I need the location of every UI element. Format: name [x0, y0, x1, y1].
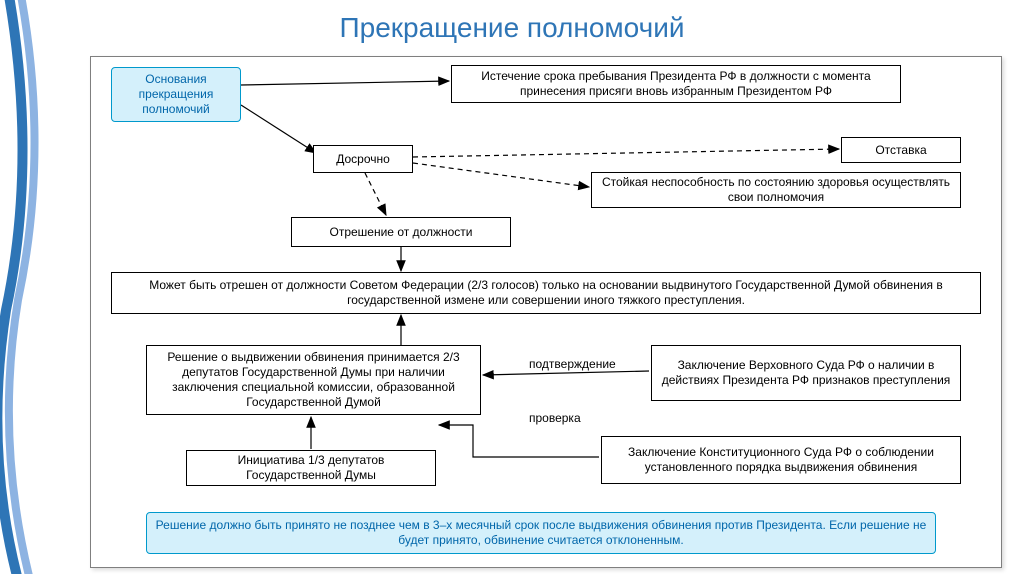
diagram-canvas: Основания прекращения полномочий Истечени…	[90, 56, 1002, 568]
node-n_const: Заключение Конституционного Суда РФ о со…	[601, 436, 961, 484]
node-n_health: Стойкая неспособность по состоянию здоро…	[591, 172, 961, 208]
node-n_duma23: Решение о выдвижении обвинения принимает…	[146, 345, 481, 415]
label-confirm: подтверждение	[529, 357, 616, 371]
node-n_root: Основания прекращения полномочий	[111, 67, 241, 122]
slide-title: Прекращение полномочий	[0, 12, 1024, 44]
node-n_federat: Может быть отрешен от должности Советом …	[111, 272, 981, 314]
label-check: проверка	[529, 411, 581, 425]
slide: Прекращение полномочий Основания прекращ…	[0, 0, 1024, 574]
side-decoration	[0, 0, 60, 574]
node-n_resign: Отставка	[841, 137, 961, 163]
node-n_init: Инициатива 1/3 депутатов Государственной…	[186, 450, 436, 486]
node-n_remove: Отрешение от должности	[291, 217, 511, 247]
node-n_expire: Истечение срока пребывания Президента РФ…	[451, 65, 901, 103]
node-n_early: Досрочно	[313, 145, 413, 173]
node-n_supreme: Заключение Верховного Суда РФ о наличии …	[651, 345, 961, 401]
node-n_final: Решение должно быть принято не позднее ч…	[146, 512, 936, 554]
